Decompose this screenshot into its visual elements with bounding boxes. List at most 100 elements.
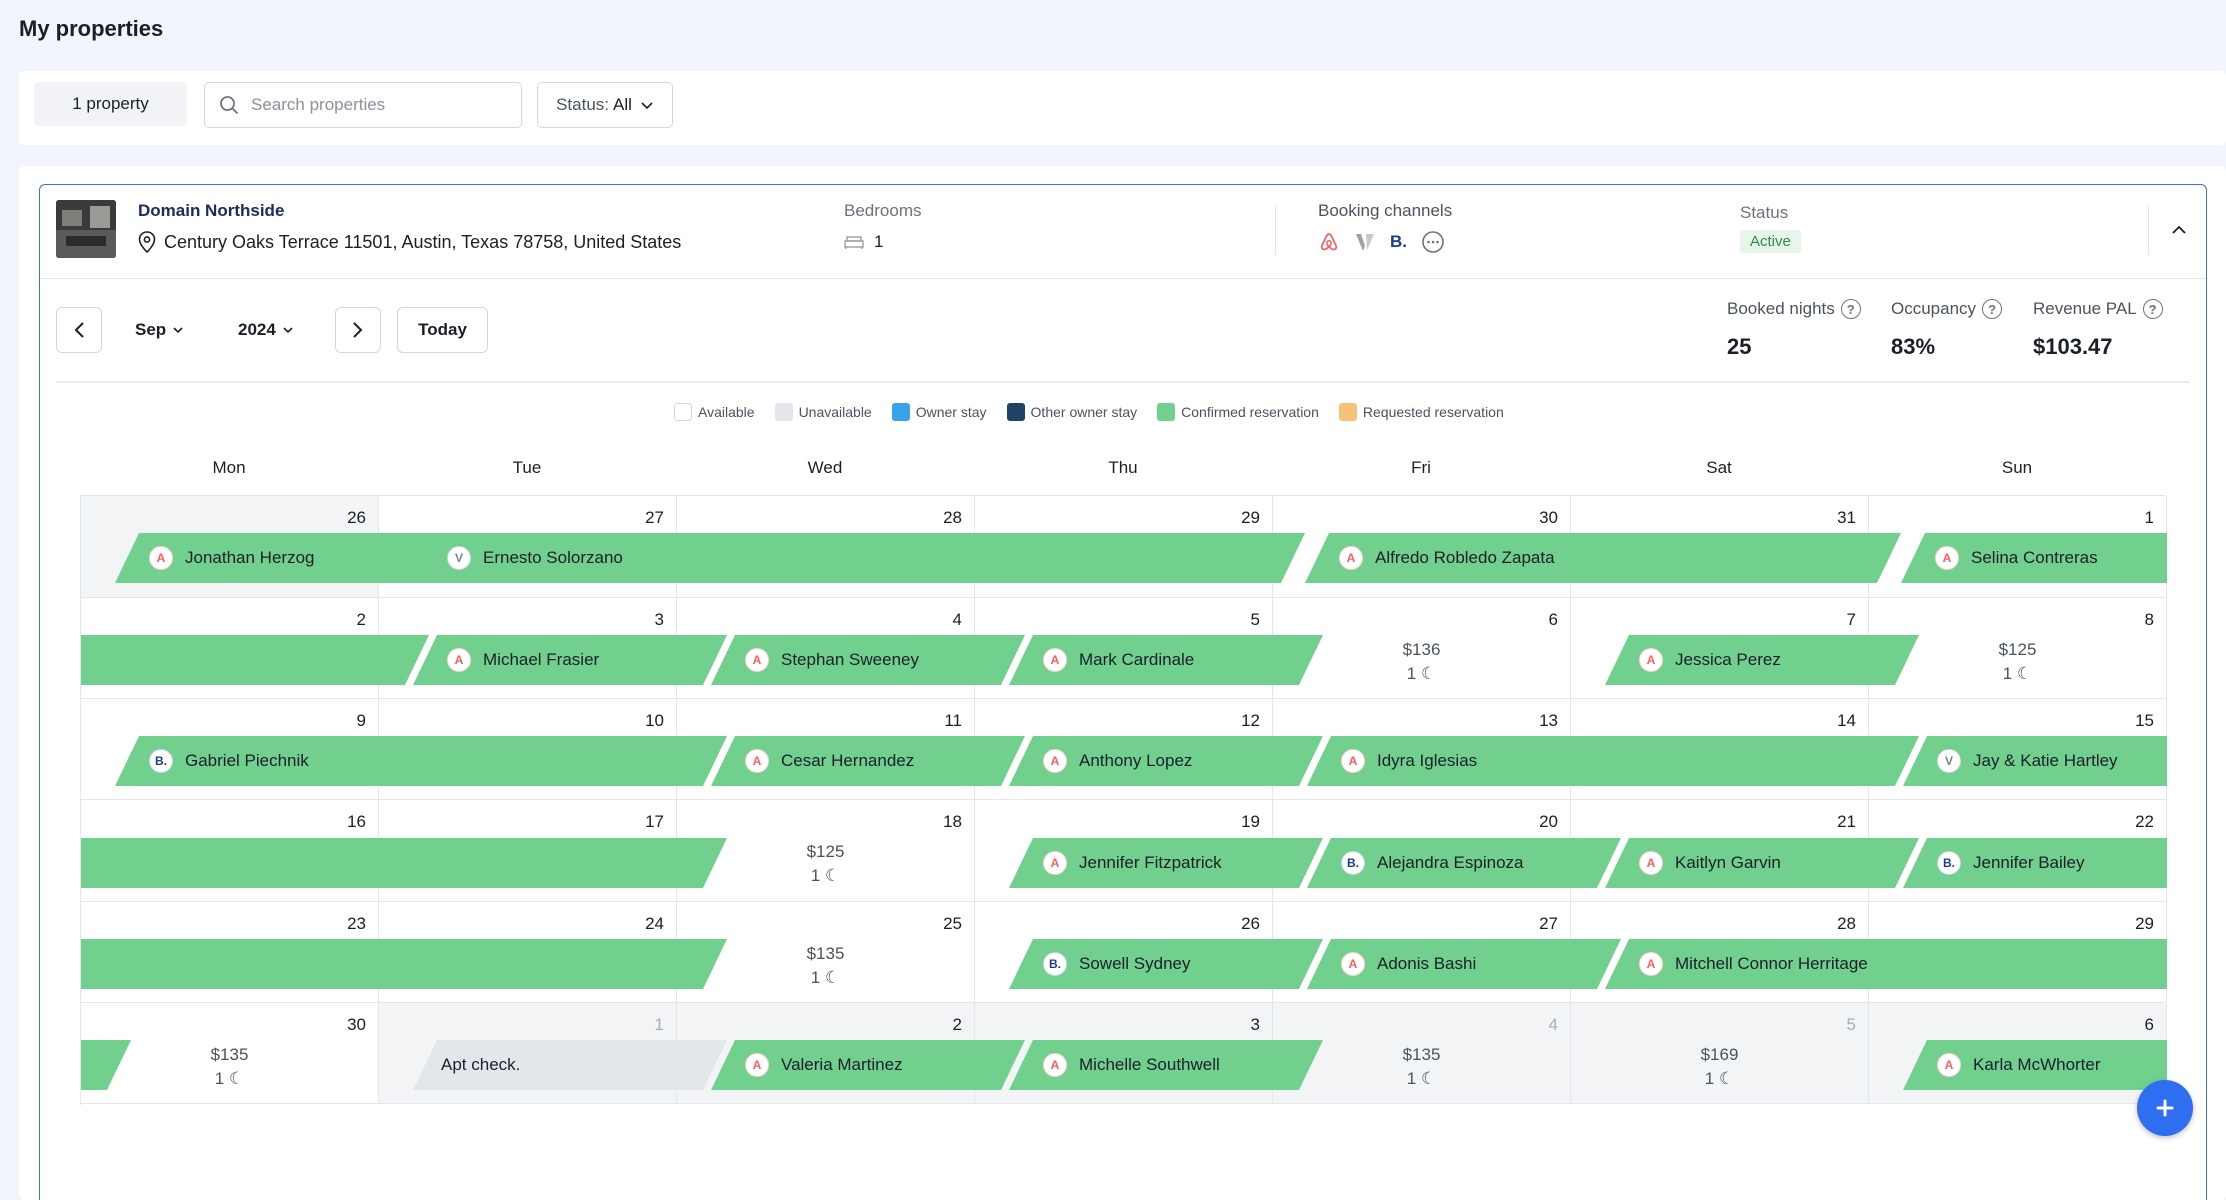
add-button[interactable] bbox=[2137, 1080, 2193, 1136]
reservation-bar[interactable]: V Jay & Katie Hartley bbox=[1903, 736, 2167, 786]
weekday-mon: Mon bbox=[212, 458, 246, 477]
moon-icon: ☾ bbox=[2016, 664, 2033, 683]
day-number: 19 bbox=[1241, 812, 1260, 831]
airbnb-icon: A bbox=[745, 1053, 769, 1077]
header-divider bbox=[1275, 205, 1276, 255]
calendar-day[interactable]: 30 $135 1 ☾ bbox=[81, 1003, 379, 1104]
search-box[interactable] bbox=[204, 82, 522, 128]
reservation-bar[interactable]: A Stephan Sweeney bbox=[711, 635, 1025, 685]
price-text: 1 ☾ bbox=[81, 1067, 378, 1091]
day-number: 17 bbox=[645, 812, 664, 831]
reservation-bar[interactable] bbox=[81, 635, 429, 685]
moon-icon: ☾ bbox=[824, 866, 841, 885]
reservation-bar[interactable]: A Michael Frasier bbox=[413, 635, 727, 685]
calendar-day[interactable]: 8 $125 1 ☾ bbox=[1869, 598, 2167, 699]
airbnb-icon: A bbox=[1341, 952, 1365, 976]
other-channel-icon[interactable] bbox=[1421, 230, 1445, 254]
reservation-bar[interactable]: A Kaitlyn Garvin bbox=[1605, 838, 1919, 888]
guest-name: Sowell Sydney bbox=[1079, 954, 1191, 973]
calendar-day[interactable]: 6 $136 1 ☾ bbox=[1273, 598, 1571, 699]
reservation-bar[interactable]: V Ernesto Solorzano bbox=[413, 533, 1305, 583]
reservation-bar[interactable]: A Jonathan Herzog bbox=[115, 533, 461, 583]
reservation-bar[interactable]: A Alfredo Robledo Zapata bbox=[1305, 533, 1901, 583]
weekday-sun: Sun bbox=[2001, 458, 2033, 477]
airbnb-icon[interactable] bbox=[1318, 231, 1340, 253]
plus-icon bbox=[2156, 1099, 2174, 1117]
booking-icon[interactable]: B. bbox=[1390, 232, 1407, 251]
bed-icon bbox=[844, 236, 864, 249]
price-text: $169 bbox=[1700, 1045, 1739, 1064]
reservation-bar[interactable]: A Karla McWhorter bbox=[1903, 1040, 2167, 1090]
price-text: $135 bbox=[210, 1045, 249, 1064]
page-title: My properties bbox=[19, 16, 164, 41]
day-number: 14 bbox=[1837, 711, 1856, 730]
reservation-bar[interactable]: A Mark Cardinale bbox=[1009, 635, 1323, 685]
vrbo-icon[interactable] bbox=[1354, 231, 1376, 253]
calendar-day[interactable]: 18 $125 1 ☾ bbox=[677, 800, 975, 902]
property-name[interactable]: Domain Northside bbox=[138, 201, 285, 220]
reservation-bar[interactable]: A Adonis Bashi bbox=[1307, 939, 1621, 989]
calendar-grid: 26 27 28 29 30 31 1 2 3 4 5 6 $136 1 ☾ 7 8… bbox=[80, 495, 2167, 1105]
airbnb-icon: A bbox=[1639, 952, 1663, 976]
day-number: 29 bbox=[1241, 508, 1260, 527]
reservation-bar[interactable]: A Jennifer Fitzpatrick bbox=[1009, 838, 1323, 888]
reservation-bar[interactable]: B. Alejandra Espinoza bbox=[1307, 838, 1621, 888]
property-count-button[interactable]: 1 property bbox=[34, 82, 187, 126]
status-filter-dropdown[interactable]: Status: All bbox=[537, 82, 673, 128]
reservation-bar[interactable]: A Cesar Hernandez bbox=[711, 736, 1025, 786]
unavailable-bar[interactable]: Apt check. bbox=[413, 1040, 727, 1090]
reservation-bar[interactable]: A Idyra Iglesias bbox=[1307, 736, 1919, 786]
day-number: 23 bbox=[347, 914, 366, 933]
collapse-button[interactable] bbox=[2168, 219, 2190, 241]
weekday-wed: Wed bbox=[807, 458, 843, 477]
airbnb-icon: A bbox=[149, 546, 173, 570]
header-divider-right bbox=[2148, 205, 2149, 255]
price-text: 1 bbox=[1704, 1069, 1715, 1088]
day-number: 30 bbox=[347, 1015, 366, 1034]
reservation-bar[interactable]: B. Gabriel Piechnik bbox=[115, 736, 727, 786]
reservation-bar[interactable]: A Selina Contreras bbox=[1901, 533, 2167, 583]
reservation-bar[interactable] bbox=[81, 939, 727, 989]
property-thumbnail[interactable] bbox=[56, 200, 116, 258]
calendar-day[interactable]: 5 $169 1 ☾ bbox=[1571, 1003, 1869, 1104]
next-month-button[interactable] bbox=[335, 307, 381, 353]
legend-owner-stay: Owner stay bbox=[891, 403, 987, 421]
legend-other-owner-stay: Other owner stay bbox=[1006, 403, 1137, 421]
reservation-bar[interactable]: A Anthony Lopez bbox=[1009, 736, 1323, 786]
help-icon[interactable]: ? bbox=[1840, 299, 1861, 319]
property-panel: Domain Northside Century Oaks Terrace 11… bbox=[19, 166, 2226, 1200]
price-text: $135 bbox=[1402, 1045, 1441, 1064]
day-number: 26 bbox=[1241, 914, 1260, 933]
price-text: 1 bbox=[1406, 664, 1417, 683]
help-icon[interactable]: ? bbox=[2142, 299, 2163, 319]
day-number: 2 bbox=[952, 1015, 962, 1034]
month-selector[interactable]: Sep bbox=[135, 320, 184, 340]
stat-occupancy: Occupancy? 83% bbox=[1891, 299, 2003, 360]
search-input[interactable] bbox=[251, 95, 501, 115]
chevron-down-icon bbox=[173, 327, 183, 334]
status-label: Status bbox=[1740, 203, 1789, 222]
day-price: $125 1 ☾ bbox=[677, 840, 974, 888]
reservation-bar[interactable]: A Jessica Perez bbox=[1605, 635, 1919, 685]
airbnb-icon: A bbox=[745, 749, 769, 773]
airbnb-icon: A bbox=[1043, 851, 1067, 875]
chevron-down-icon bbox=[641, 102, 653, 110]
reservation-bar[interactable] bbox=[81, 838, 727, 888]
prev-month-button[interactable] bbox=[56, 307, 102, 353]
help-icon[interactable]: ? bbox=[1982, 299, 2003, 319]
bedrooms-value: 1 bbox=[844, 232, 883, 252]
price-text: 1 bbox=[810, 968, 821, 987]
bedrooms-label: Bedrooms bbox=[844, 201, 922, 220]
day-number: 20 bbox=[1539, 812, 1558, 831]
today-button[interactable]: Today bbox=[397, 307, 488, 353]
legend-requested: Requested reservation bbox=[1338, 403, 1504, 421]
reservation-bar[interactable]: A Valeria Martinez bbox=[711, 1040, 1025, 1090]
reservation-bar[interactable]: A Mitchell Connor Herritage bbox=[1605, 939, 2167, 989]
reservation-bar[interactable]: A Michelle Southwell bbox=[1009, 1040, 1323, 1090]
calendar-day[interactable]: 25 $135 1 ☾ bbox=[677, 902, 975, 1003]
airbnb-icon: A bbox=[1043, 648, 1067, 672]
year-selector[interactable]: 2024 bbox=[238, 320, 294, 340]
reservation-bar[interactable]: B. Jennifer Bailey bbox=[1903, 838, 2167, 888]
calendar-day[interactable]: 4 $135 1 ☾ bbox=[1273, 1003, 1571, 1104]
reservation-bar[interactable]: B. Sowell Sydney bbox=[1009, 939, 1323, 989]
